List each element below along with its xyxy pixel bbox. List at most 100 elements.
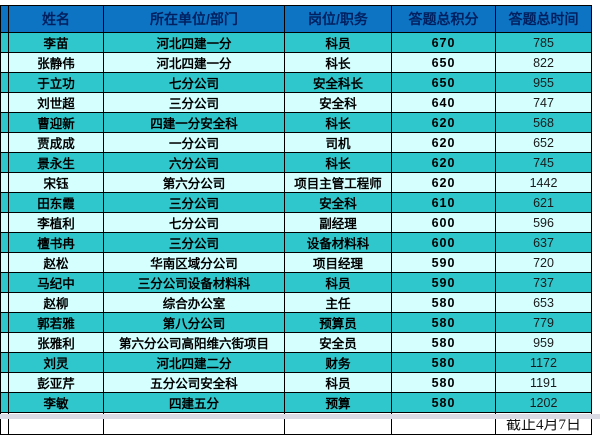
table-row: 李敏 四建五分 预算 580 1202 [0,392,592,413]
cell-score: 580 [391,352,496,373]
cell-name: 李敏 [8,392,104,413]
table-row: 赵松 华南区域分公司 项目经理 590 720 [0,252,592,273]
cell-department: 六分公司 [103,152,285,173]
cell-position: 科员 [284,372,392,393]
cell-department: 三分公司 [103,192,285,213]
cell-department: 河北四建二分 [103,352,285,373]
cell-time: 1442 [495,172,592,193]
cell-department: 第六分公司高阳维六街项目 [103,332,285,353]
cell-time: 959 [495,332,592,353]
cell-department: 一分公司 [103,132,285,153]
cell-name: 赵柳 [8,292,104,313]
cell-score: 670 [391,32,496,53]
cell-time: 737 [495,272,592,293]
table-row: 马纪中 三分公司设备材料科 科员 590 737 [0,272,592,293]
cell-department: 华南区域分公司 [103,252,285,273]
cell-score: 610 [391,192,496,213]
left-edge-cell [0,352,9,373]
cell-name: 张雅利 [8,332,104,353]
cell-position: 预算 [284,392,392,413]
left-edge-cell [0,92,9,113]
left-edge-cell [0,392,9,413]
cell-time: 1191 [495,372,592,393]
left-edge-cell [0,372,9,393]
left-edge-cell [0,332,9,353]
cell-score: 620 [391,112,496,133]
cell-time: 822 [495,52,592,73]
cell-name: 张静伟 [8,52,104,73]
cell-time: 568 [495,112,592,133]
cell-name: 赵松 [8,252,104,273]
cell-name: 檀书冉 [8,232,104,253]
cell-position: 科长 [284,52,392,73]
cell-position: 财务 [284,352,392,373]
cell-score: 580 [391,332,496,353]
header-position: 岗位/职务 [284,5,392,33]
cell-position: 司机 [284,132,392,153]
table-row: 张静伟 河北四建一分 科长 650 822 [0,52,592,73]
table-row: 田东霞 三分公司 安全科 610 621 [0,192,592,213]
table-row: 于立功 七分公司 安全科长 650 955 [0,72,592,93]
table-header: 姓名 所在单位/部门 岗位/职务 答题总积分 答题总时间 [0,5,592,33]
cell-time: 1172 [495,352,592,373]
cell-score: 650 [391,72,496,93]
cell-department: 三分公司设备材料科 [103,272,285,293]
table-row: 景永生 六分公司 科长 620 745 [0,152,592,173]
cell-time: 785 [495,32,592,53]
cell-time: 720 [495,252,592,273]
cell-name: 郭若雅 [8,312,104,333]
cell-score: 620 [391,132,496,153]
cell-department: 三分公司 [103,232,285,253]
cell-department: 河北四建一分 [103,32,285,53]
left-edge-cell [0,272,9,293]
table-row: 彭亚芹 五分公司安全科 科员 580 1191 [0,372,592,393]
table-row: 赵柳 综合办公室 主任 580 653 [0,292,592,313]
cell-name: 李苗 [8,32,104,53]
table-row: 郭若雅 第八分公司 预算员 580 779 [0,312,592,333]
cell-position: 科员 [284,32,392,53]
left-edge-cell [0,132,9,153]
cell-name: 于立功 [8,72,104,93]
cell-department: 第八分公司 [103,312,285,333]
table-row: 贾成成 一分公司 司机 620 652 [0,132,592,153]
table-body: 李苗 河北四建一分 科员 670 785 张静伟 河北四建一分 科长 650 822 于立功 七分公司… [0,32,592,413]
cell-name: 宋钰 [8,172,104,193]
score-ranking-table: 姓名 所在单位/部门 岗位/职务 答题总积分 答题总时间 李苗 河北四建一分 科员 6… [0,5,592,435]
cell-position: 科长 [284,152,392,173]
cell-position: 安全科 [284,192,392,213]
table-row: 李植利 七分公司 副经理 600 596 [0,212,592,233]
cell-department: 综合办公室 [103,292,285,313]
left-edge-cell [0,32,9,53]
cell-department: 三分公司 [103,92,285,113]
cell-time: 596 [495,212,592,233]
cell-name: 马纪中 [8,272,104,293]
cell-time: 653 [495,292,592,313]
header-score: 答题总积分 [391,5,496,33]
left-edge-cell [0,192,9,213]
left-edge-cell [0,72,9,93]
cell-score: 580 [391,292,496,313]
cell-score: 580 [391,372,496,393]
cell-name: 李植利 [8,212,104,233]
left-edge-cell [0,52,9,73]
cell-name: 贾成成 [8,132,104,153]
cell-name: 曹迎新 [8,112,104,133]
cell-position: 安全员 [284,332,392,353]
left-edge-cell [0,212,9,233]
bottom-edge-strip [0,414,600,419]
cell-score: 650 [391,52,496,73]
table-row: 曹迎新 四建一分安全科 科长 620 568 [0,112,592,133]
table-row: 张雅利 第六分公司高阳维六街项目 安全员 580 959 [0,332,592,353]
cell-time: 621 [495,192,592,213]
left-edge-header-cell [0,5,9,33]
cell-score: 600 [391,232,496,253]
table-row: 刘世超 三分公司 安全科 640 747 [0,92,592,113]
ranking-table-page: 姓名 所在单位/部门 岗位/职务 答题总积分 答题总时间 李苗 河北四建一分 科员 6… [0,5,600,435]
header-row: 姓名 所在单位/部门 岗位/职务 答题总积分 答题总时间 [0,5,592,33]
left-edge-cell [0,292,9,313]
cell-name: 彭亚芹 [8,372,104,393]
header-time: 答题总时间 [495,5,592,33]
table-row: 宋钰 第六分公司 项目主管工程师 620 1442 [0,172,592,193]
cell-position: 科长 [284,112,392,133]
cell-time: 1202 [495,392,592,413]
